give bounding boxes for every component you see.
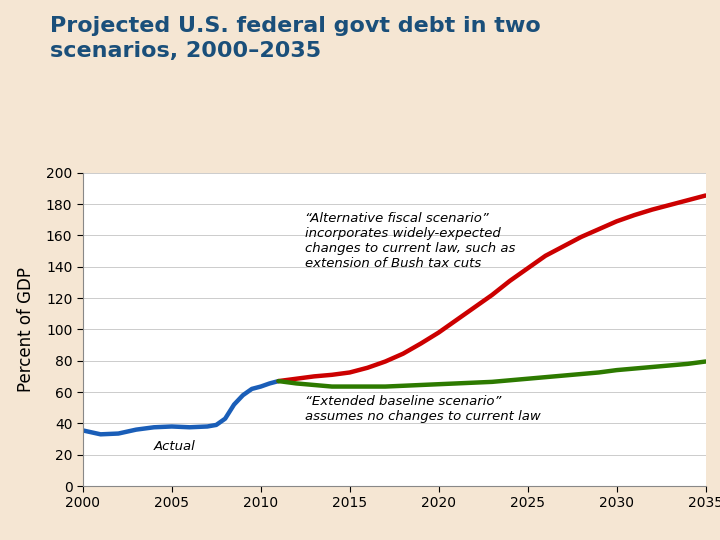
Y-axis label: Percent of GDP: Percent of GDP [17, 267, 35, 392]
Text: Actual: Actual [154, 440, 196, 453]
Text: “Extended baseline scenario”
assumes no changes to current law: “Extended baseline scenario” assumes no … [305, 395, 541, 423]
Text: “Alternative fiscal scenario”
incorporates widely-expected
changes to current la: “Alternative fiscal scenario” incorporat… [305, 212, 516, 270]
Text: Projected U.S. federal govt debt in two
scenarios, 2000–2035: Projected U.S. federal govt debt in two … [50, 16, 541, 61]
